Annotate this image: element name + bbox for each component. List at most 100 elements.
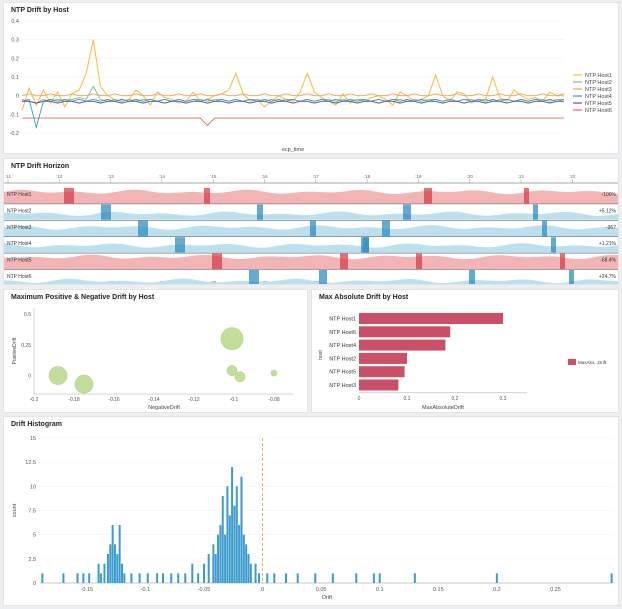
- histogram-bar: [231, 467, 234, 583]
- histogram-bar: [495, 573, 498, 583]
- x-tick-label: -0.2: [30, 397, 39, 403]
- category-label: NTP Host4: [329, 343, 356, 349]
- y-tick-label: 10: [30, 484, 36, 490]
- histogram-bar: [610, 573, 613, 583]
- legend-label: NTP Host6: [585, 108, 612, 114]
- horizon-spike: [424, 188, 432, 204]
- histogram-bar: [331, 573, 334, 583]
- x-tick-label: 0.1: [376, 587, 384, 593]
- y-tick-label: -0.2: [10, 131, 19, 137]
- histogram-bar: [217, 534, 220, 583]
- drift-by-host-panel: NTP Drift by Host 0.4 0.3 0.2 0.1 0 -0.1 -0.2 e…: [3, 2, 619, 154]
- histogram-bar: [123, 573, 126, 583]
- series-line-6: [22, 117, 564, 127]
- histogram-bar: [191, 563, 194, 583]
- horizon-row-value: +5.12%: [599, 208, 617, 214]
- histogram-bar: [130, 573, 133, 583]
- x-tick-label: :16: [261, 174, 268, 179]
- x-tick-label: :21: [518, 174, 525, 179]
- y-axis-label: count: [12, 503, 18, 517]
- x-tick-label: :11: [5, 174, 11, 179]
- histogram-bar: [82, 573, 85, 583]
- bubble-point: [48, 366, 68, 385]
- histogram-bar: [219, 525, 222, 583]
- horizon-spike: [569, 270, 574, 284]
- histogram-bar: [121, 563, 123, 583]
- histogram-bar: [212, 544, 215, 583]
- bar: [359, 352, 407, 364]
- y-tick-label: 0.25: [21, 343, 31, 349]
- drift-by-host-title: NTP Drift by Host: [11, 7, 69, 14]
- horizon-band: [4, 278, 618, 284]
- histogram-bar: [103, 563, 106, 583]
- y-tick-label: 15: [30, 436, 36, 442]
- histogram-bar: [226, 486, 229, 583]
- histogram-bar: [314, 573, 317, 583]
- horizon-spike: [249, 270, 259, 284]
- histogram-bar: [109, 544, 112, 583]
- histogram-bar: [249, 563, 252, 583]
- histogram-bar: [266, 573, 269, 583]
- histogram-bar: [162, 573, 164, 583]
- histogram-bar: [245, 544, 248, 583]
- horizon-row-value: -100%: [602, 192, 617, 198]
- horizon-band: [4, 254, 618, 269]
- histogram-bar: [254, 563, 257, 583]
- legend-label: NTP Host2: [585, 80, 612, 86]
- x-tick-label: 0.05: [316, 587, 327, 593]
- x-tick-label: :12: [56, 174, 63, 179]
- x-tick-label: -0.14: [148, 397, 160, 403]
- x-tick-label: 0.15: [433, 587, 444, 593]
- histogram-bar: [156, 573, 159, 583]
- horizon-band: [4, 243, 618, 253]
- bar: [359, 366, 405, 378]
- horizon-spike: [138, 220, 148, 237]
- histogram-bar: [273, 573, 276, 583]
- histogram-bar: [413, 573, 416, 583]
- horizon-row-value: +1.21%: [599, 241, 617, 247]
- horizon-spike: [361, 237, 369, 253]
- bubble-point: [226, 365, 238, 376]
- histogram-bar: [118, 525, 121, 583]
- histogram-bar: [111, 525, 114, 583]
- horizon-band: [4, 211, 618, 220]
- legend-label: MaxAbs...Drift: [578, 360, 607, 365]
- histogram-bar: [247, 554, 250, 583]
- horizon-spike: [64, 188, 74, 204]
- histogram-bar: [146, 573, 149, 583]
- histogram-bar: [184, 573, 187, 583]
- y-tick-label: 0.1: [11, 75, 19, 81]
- max-abs-title: Max Absolute Drift by Host: [319, 294, 409, 301]
- x-tick-label: 0: [358, 396, 361, 402]
- x-axis-label: MaxAbsoluteDrift: [422, 405, 464, 411]
- x-tick-label: 0: [261, 587, 264, 593]
- x-tick-label: 0.1: [404, 396, 411, 402]
- y-tick-label: 2.5: [28, 557, 36, 563]
- x-tick-label: -0.12: [188, 397, 200, 403]
- horizon-spike: [340, 253, 348, 269]
- legend-label: NTP Host3: [585, 87, 612, 93]
- histogram-bar: [203, 563, 205, 583]
- horizon-spike: [204, 188, 210, 204]
- bubble-point: [74, 374, 94, 394]
- x-tick-label: :18: [364, 174, 371, 179]
- y-tick-label: 7.5: [28, 509, 36, 515]
- horizon-spike: [542, 220, 547, 237]
- horizon-spike: [560, 253, 565, 269]
- max-pos-neg-panel: Maximum Positive & Negative Drift by Hos…: [3, 289, 308, 413]
- x-tick-label: 0.3: [500, 396, 507, 402]
- max-abs-chart: NTP Host1 NTP Host6 NTP Host4 NTP Host2 NTP …: [318, 313, 607, 411]
- bar: [359, 379, 399, 391]
- horizon-title: NTP Drift Horizon: [11, 163, 70, 170]
- horizon-row-label: NTP Host5: [7, 258, 32, 264]
- bar: [359, 339, 446, 351]
- bar: [359, 313, 503, 324]
- x-axis-label: ecp_time: [282, 147, 304, 153]
- bubble-point: [270, 369, 278, 377]
- x-tick-label: 0.25: [550, 587, 561, 593]
- y-tick-label: 0.2: [11, 56, 19, 62]
- y-axis-label: host: [318, 350, 324, 360]
- histogram-bar: [62, 573, 65, 583]
- y-tick-label: 0: [28, 374, 31, 380]
- horizon-spike: [382, 220, 390, 237]
